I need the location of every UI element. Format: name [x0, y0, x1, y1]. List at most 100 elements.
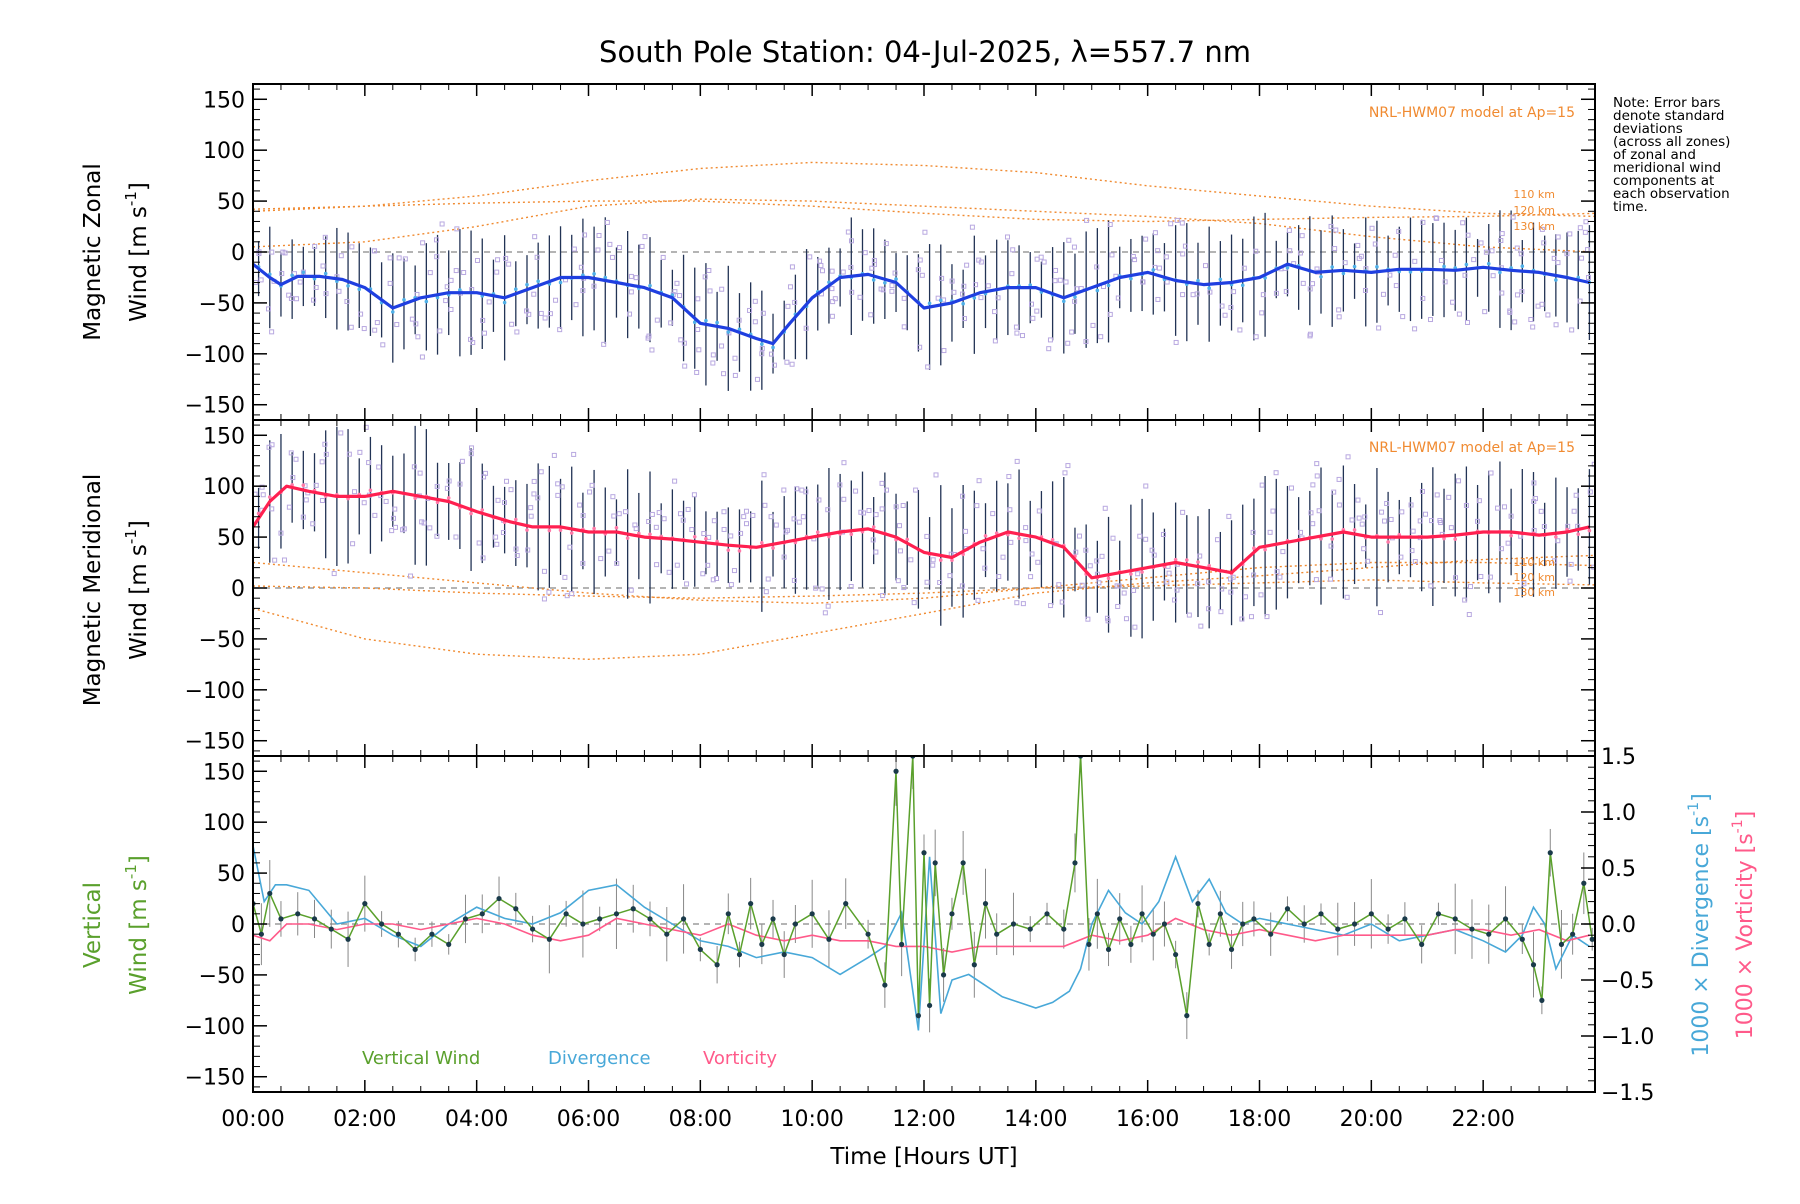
scatter-point [924, 533, 930, 539]
scatter-point [1571, 508, 1577, 514]
scatter-point [1539, 301, 1545, 307]
zone-wind-marker [1442, 536, 1446, 541]
vertical-wind-point [1228, 946, 1235, 953]
scatter-point [1109, 252, 1115, 258]
zone-wind-marker [502, 300, 507, 305]
scatter-point [459, 458, 465, 464]
scatter-point [656, 510, 662, 516]
scatter-point [1132, 624, 1138, 630]
vertical-wind-point [826, 936, 832, 942]
scatter-point [1328, 576, 1334, 582]
scatter-point [925, 364, 931, 370]
scatter-point [819, 268, 825, 274]
vertical-wind-point [379, 921, 385, 927]
scatter-point [569, 591, 575, 597]
meridional-ylabel-line1: Magnetic Meridional [80, 474, 106, 707]
scatter-point [434, 483, 440, 489]
x-tick-label: 18:00 [1228, 1107, 1291, 1132]
scatter-point [587, 489, 593, 495]
scatter-point [1094, 264, 1100, 270]
scatter-point [1498, 238, 1504, 244]
scatter-point [752, 298, 758, 304]
scatter-point [1168, 221, 1174, 227]
zone-wind-marker [983, 534, 988, 538]
scatter-point [719, 286, 725, 292]
vertical-wind-point [664, 931, 670, 937]
scatter-point [1258, 592, 1264, 598]
scatter-point [917, 257, 923, 263]
scatter-point [1013, 324, 1019, 330]
scatter-point [1160, 531, 1166, 537]
scatter-point [961, 283, 967, 289]
vertical-wind-point [1486, 931, 1492, 937]
y-tick-label: −100 [185, 1015, 245, 1040]
zone-wind-marker [972, 296, 977, 300]
scatter-point [1046, 346, 1052, 352]
x-axis-label-bracket-open: [ [894, 1144, 903, 1170]
scatter-point [531, 491, 537, 497]
scatter-point [480, 555, 486, 561]
scatter-point [761, 472, 767, 478]
scatter-point [1287, 248, 1293, 254]
scatter-point [1398, 554, 1404, 560]
scatter-point [1069, 329, 1075, 335]
scatter-point [1342, 260, 1348, 266]
zone-wind-marker [1129, 572, 1133, 576]
scatter-point [879, 506, 885, 512]
scatter-point [933, 472, 939, 478]
scatter-point [1228, 304, 1234, 310]
scatter-point [660, 254, 666, 260]
scatter-point [1336, 314, 1342, 320]
zone-wind-marker [1017, 536, 1021, 541]
scatter-point [1174, 217, 1180, 223]
scatter-point [707, 288, 713, 294]
zonal-model-alt-120: 120 km [1513, 204, 1555, 217]
scatter-point [719, 343, 725, 349]
vertical-wind-point [462, 916, 469, 922]
zone-wind-marker [1352, 264, 1357, 269]
x-tick-label: 10:00 [780, 1107, 843, 1132]
scatter-point [628, 289, 634, 295]
zone-wind-marker [737, 549, 742, 553]
scatter-point [1482, 309, 1488, 315]
scatter-point [322, 441, 328, 447]
scatter-point [1382, 518, 1388, 524]
scatter-point [1345, 454, 1351, 460]
scatter-point [290, 475, 296, 481]
scatter-point [1521, 581, 1527, 587]
scatter-point [414, 291, 420, 297]
scatter-point [1180, 509, 1186, 515]
zone-wind-marker [1207, 286, 1211, 290]
scatter-point [413, 321, 419, 327]
scatter-point [434, 254, 440, 260]
scatter-point [480, 317, 486, 323]
scatter-point [803, 325, 809, 331]
scatter-point [1190, 292, 1196, 298]
scatter-point [789, 264, 795, 270]
vertical-wind-point [446, 941, 452, 947]
zone-wind-marker [1554, 535, 1558, 539]
scatter-point [743, 508, 749, 514]
scatter-point [949, 278, 955, 284]
scatter-point [503, 255, 509, 261]
scatter-point [974, 503, 980, 509]
scatter-point [908, 557, 914, 563]
zone-wind-marker [1207, 563, 1211, 568]
zone-wind-marker [1151, 268, 1156, 272]
scatter-point [1460, 220, 1466, 226]
zone-wind-marker [1330, 537, 1334, 541]
scatter-point [286, 504, 292, 510]
scatter-point [1328, 223, 1334, 229]
vertical-ylabel-close: ] [126, 855, 152, 864]
scatter-point [896, 523, 902, 529]
scatter-point [1478, 573, 1484, 579]
scatter-point [941, 348, 947, 354]
vertical-wind-point [1161, 921, 1168, 927]
scatter-point [1551, 255, 1557, 261]
vertical-wind-point [1530, 962, 1537, 968]
scatter-point [1387, 272, 1393, 278]
scatter-point [1417, 518, 1423, 524]
scatter-point [880, 593, 886, 599]
legend-divergence: Divergence [548, 1048, 651, 1069]
scatter-point [1014, 600, 1020, 606]
